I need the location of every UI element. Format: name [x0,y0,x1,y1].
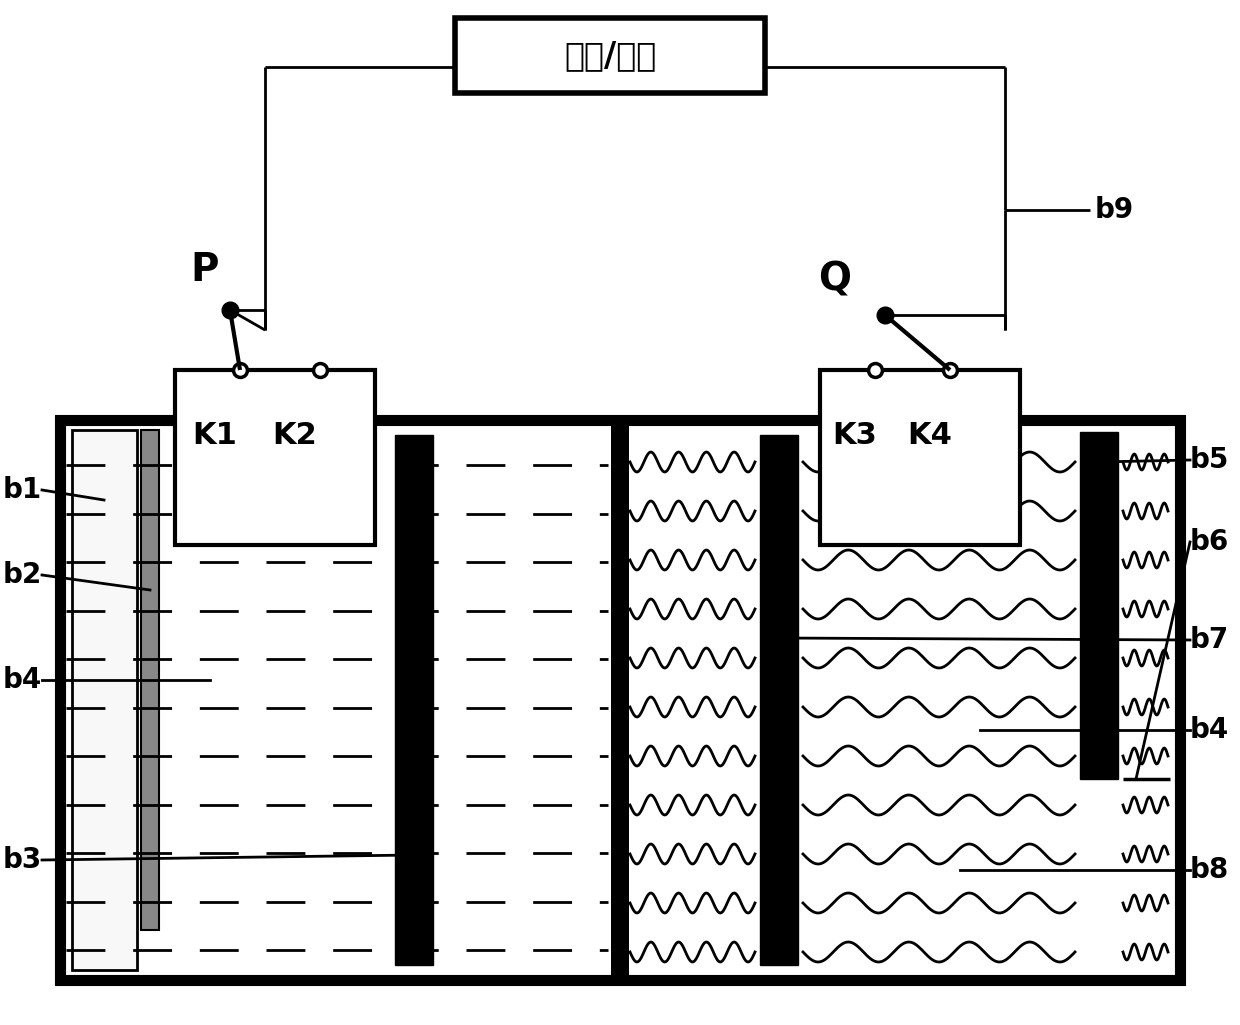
Text: b3: b3 [2,846,42,874]
Text: b2: b2 [2,561,42,589]
Bar [760,435,799,965]
Text: Q: Q [818,261,852,299]
Text: K2: K2 [273,420,317,450]
Bar [611,420,629,980]
Text: b4: b4 [1190,716,1229,744]
Text: b8: b8 [1190,856,1229,884]
Text: K3: K3 [832,420,878,450]
Text: b4: b4 [2,666,42,694]
Text: P: P [191,251,219,289]
Text: K4: K4 [908,420,952,450]
Bar [455,18,765,93]
Bar [1080,432,1118,779]
Text: b5: b5 [1190,446,1229,474]
Bar [396,435,433,965]
Bar [141,430,159,930]
Bar [820,370,1021,545]
Bar [60,420,1180,980]
Text: b1: b1 [2,476,42,504]
Bar [72,430,136,970]
Bar [175,370,374,545]
Text: K1: K1 [192,420,237,450]
Text: b7: b7 [1190,626,1229,654]
Text: b9: b9 [1095,196,1135,224]
Text: 偏压/负载: 偏压/负载 [564,39,656,72]
Text: b6: b6 [1190,528,1229,556]
